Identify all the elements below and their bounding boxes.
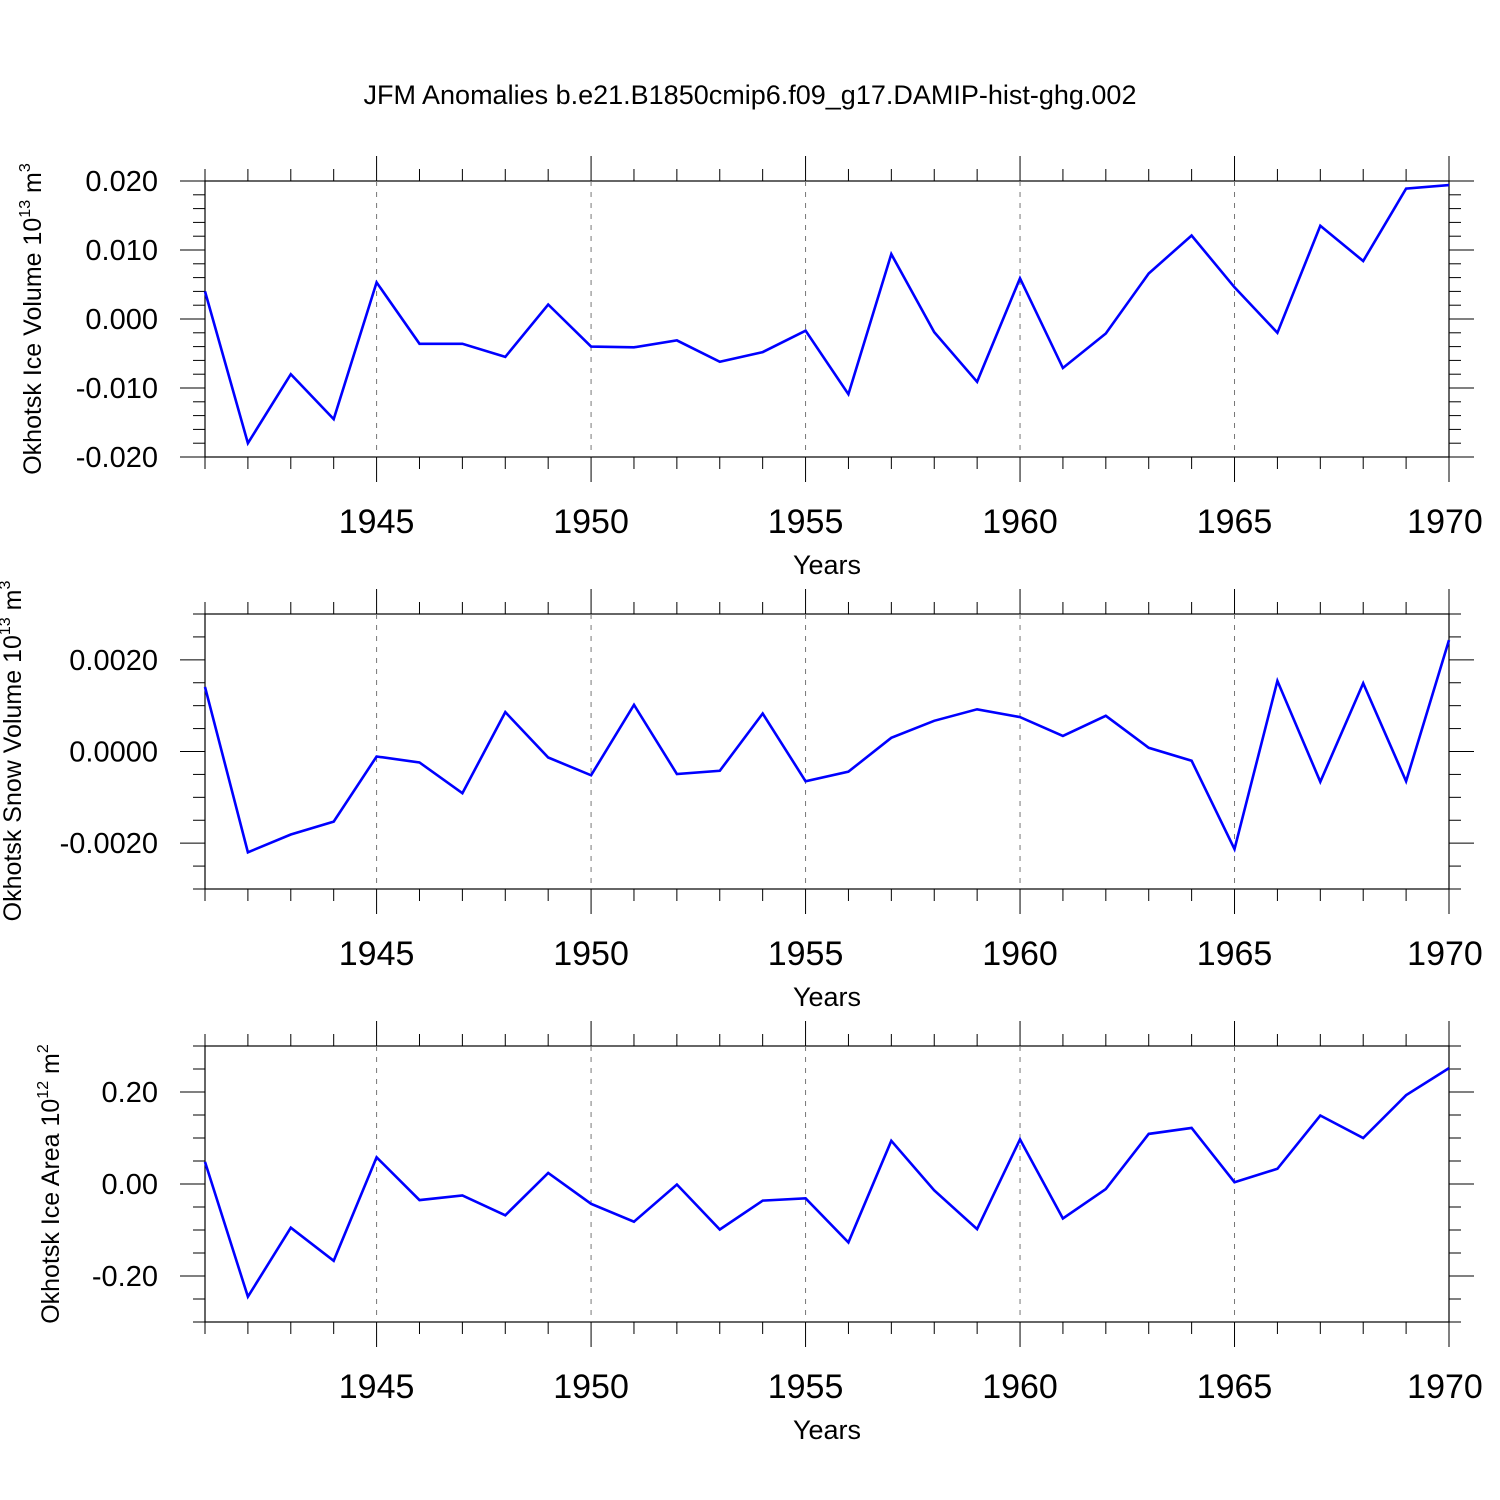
plot-frame: [204, 613, 1450, 890]
x-gridlines: [376, 1046, 1236, 1322]
panel-snow-volume: 1945 1950 1955 1960 1965 1970 -0.0020 0.…: [0, 581, 1483, 1012]
plot-frame: [204, 1045, 1450, 1323]
panel-ice-volume: 1945 1950 1955 1960 1965 1970 -0.020 -0.…: [17, 156, 1483, 580]
x-gridlines: [376, 181, 1236, 457]
x-tick-label: 1960: [982, 935, 1058, 973]
y-tick-label: -0.010: [76, 373, 158, 405]
y-axis-label: Okhotsk Snow Volume 1013 m3: [0, 581, 27, 922]
x-axis-label: Years: [793, 982, 861, 1012]
ice-volume-line: [203, 183, 1450, 447]
plot-frame: [204, 180, 1450, 458]
x-tick-label: 1965: [1197, 935, 1273, 973]
x-tick-labels: 1945 1950 1955 1960 1965 1970: [339, 1368, 1483, 1406]
x-tick-label: 1965: [1197, 503, 1273, 541]
x-tick-label: 1960: [982, 503, 1058, 541]
x-tick-label: 1960: [982, 1368, 1058, 1406]
y-tick-labels: -0.0020 0.0000 0.0020: [60, 645, 158, 860]
x-tick-label: 1970: [1407, 935, 1483, 973]
x-tick-label: 1945: [339, 503, 415, 541]
y-axis-label: Okhotsk Ice Area 1012 m2: [35, 1044, 65, 1324]
x-tick-label: 1970: [1407, 503, 1483, 541]
snow-volume-line: [203, 639, 1451, 855]
x-tick-label: 1950: [553, 935, 629, 973]
y-tick-label: 0.0000: [69, 737, 158, 769]
y-axis-label: Okhotsk Ice Volume 1013 m3: [17, 163, 47, 475]
ice-area-line: [203, 1067, 1450, 1300]
y-tick-label: 0.00: [102, 1169, 158, 1201]
x-tick-label: 1965: [1197, 1368, 1273, 1406]
axis-ticks: [180, 156, 1474, 482]
x-tick-labels: 1945 1950 1955 1960 1965 1970: [339, 503, 1483, 541]
x-tick-label: 1955: [768, 935, 844, 973]
y-tick-labels: -0.020 -0.010 0.000 0.010 0.020: [76, 166, 158, 474]
x-gridlines: [376, 614, 1236, 889]
panel-ice-area: 1945 1950 1955 1960 1965 1970 -0.20 0.00…: [35, 1021, 1483, 1445]
x-tick-label: 1955: [768, 1368, 844, 1406]
x-tick-labels: 1945 1950 1955 1960 1965 1970: [339, 935, 1483, 973]
x-tick-label: 1955: [768, 503, 844, 541]
y-tick-label: 0.020: [85, 166, 158, 198]
y-tick-label: 0.000: [85, 304, 158, 336]
x-tick-label: 1945: [339, 935, 415, 973]
x-tick-label: 1945: [339, 1368, 415, 1406]
y-tick-label: -0.20: [92, 1261, 158, 1293]
y-tick-label: 0.010: [85, 235, 158, 267]
x-axis-label: Years: [793, 550, 861, 580]
y-tick-label: -0.0020: [60, 828, 158, 860]
y-tick-label: 0.0020: [69, 645, 158, 677]
y-tick-labels: -0.20 0.00 0.20: [92, 1077, 158, 1293]
x-tick-label: 1950: [553, 503, 629, 541]
y-tick-label: -0.020: [76, 442, 158, 474]
chart-title: JFM Anomalies b.e21.B1850cmip6.f09_g17.D…: [364, 80, 1137, 110]
y-tick-label: 0.20: [102, 1077, 158, 1109]
x-axis-label: Years: [793, 1415, 861, 1445]
axis-ticks: [180, 589, 1474, 914]
x-tick-label: 1970: [1407, 1368, 1483, 1406]
axis-ticks: [180, 1021, 1474, 1347]
x-tick-label: 1950: [553, 1368, 629, 1406]
